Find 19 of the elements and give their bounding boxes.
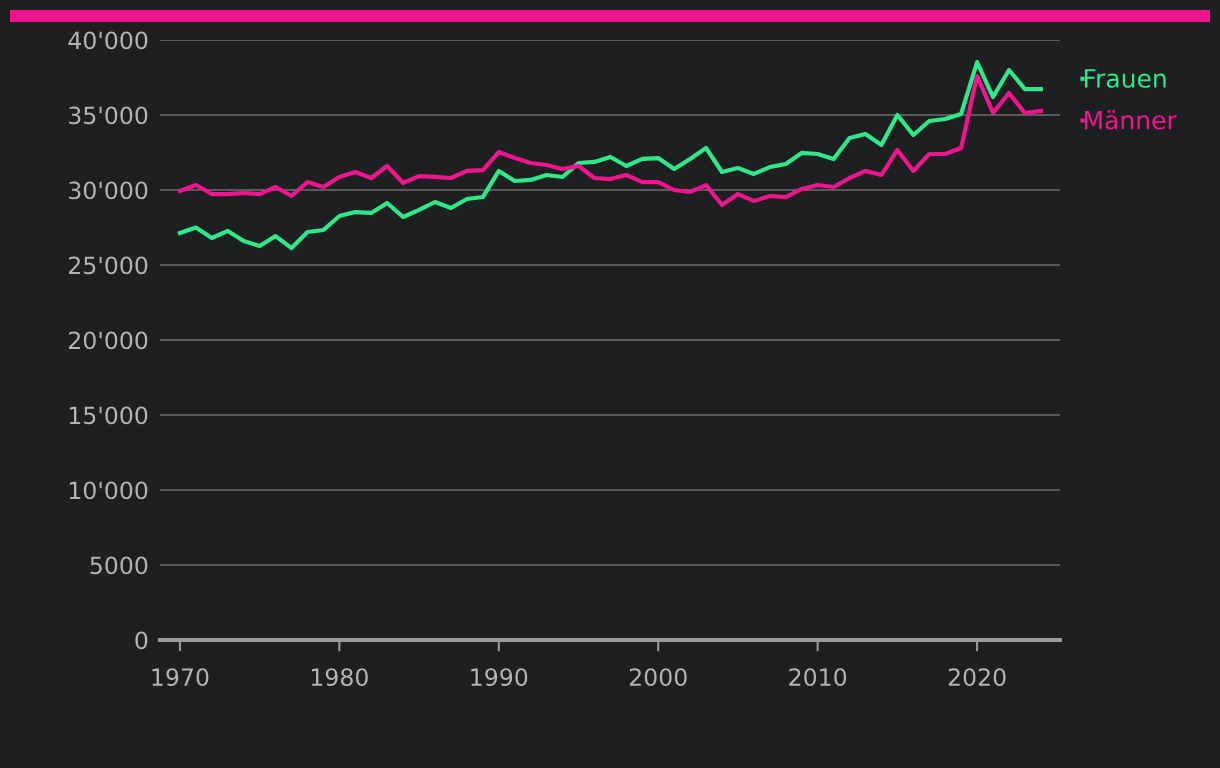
y-tick-label: 5000	[90, 556, 148, 575]
x-tick-label: 1970	[152, 668, 209, 687]
legend-label: Männer	[1084, 110, 1177, 130]
x-tick-label: 2010	[789, 668, 847, 687]
y-tick-label: 40'000	[68, 31, 148, 50]
x-tick-label: 2000	[629, 668, 687, 687]
y-tick-label: 0	[135, 631, 148, 650]
y-tick-label: 20'000	[69, 331, 148, 350]
line-series	[177, 73, 1043, 208]
x-tick-label: 1980	[311, 668, 368, 687]
y-tick-label: 35'000	[69, 106, 148, 125]
line-series	[177, 59, 1043, 251]
y-tick-label: 15'000	[69, 406, 148, 425]
x-tick-label: 1990	[471, 668, 528, 687]
legend-label: Frauen	[1084, 69, 1166, 88]
y-tick-label: 25'000	[69, 256, 148, 275]
x-tick-label: 2020	[948, 668, 1006, 687]
y-tick-label: 30'000	[69, 181, 148, 200]
y-tick-label: 10'000	[69, 481, 148, 500]
